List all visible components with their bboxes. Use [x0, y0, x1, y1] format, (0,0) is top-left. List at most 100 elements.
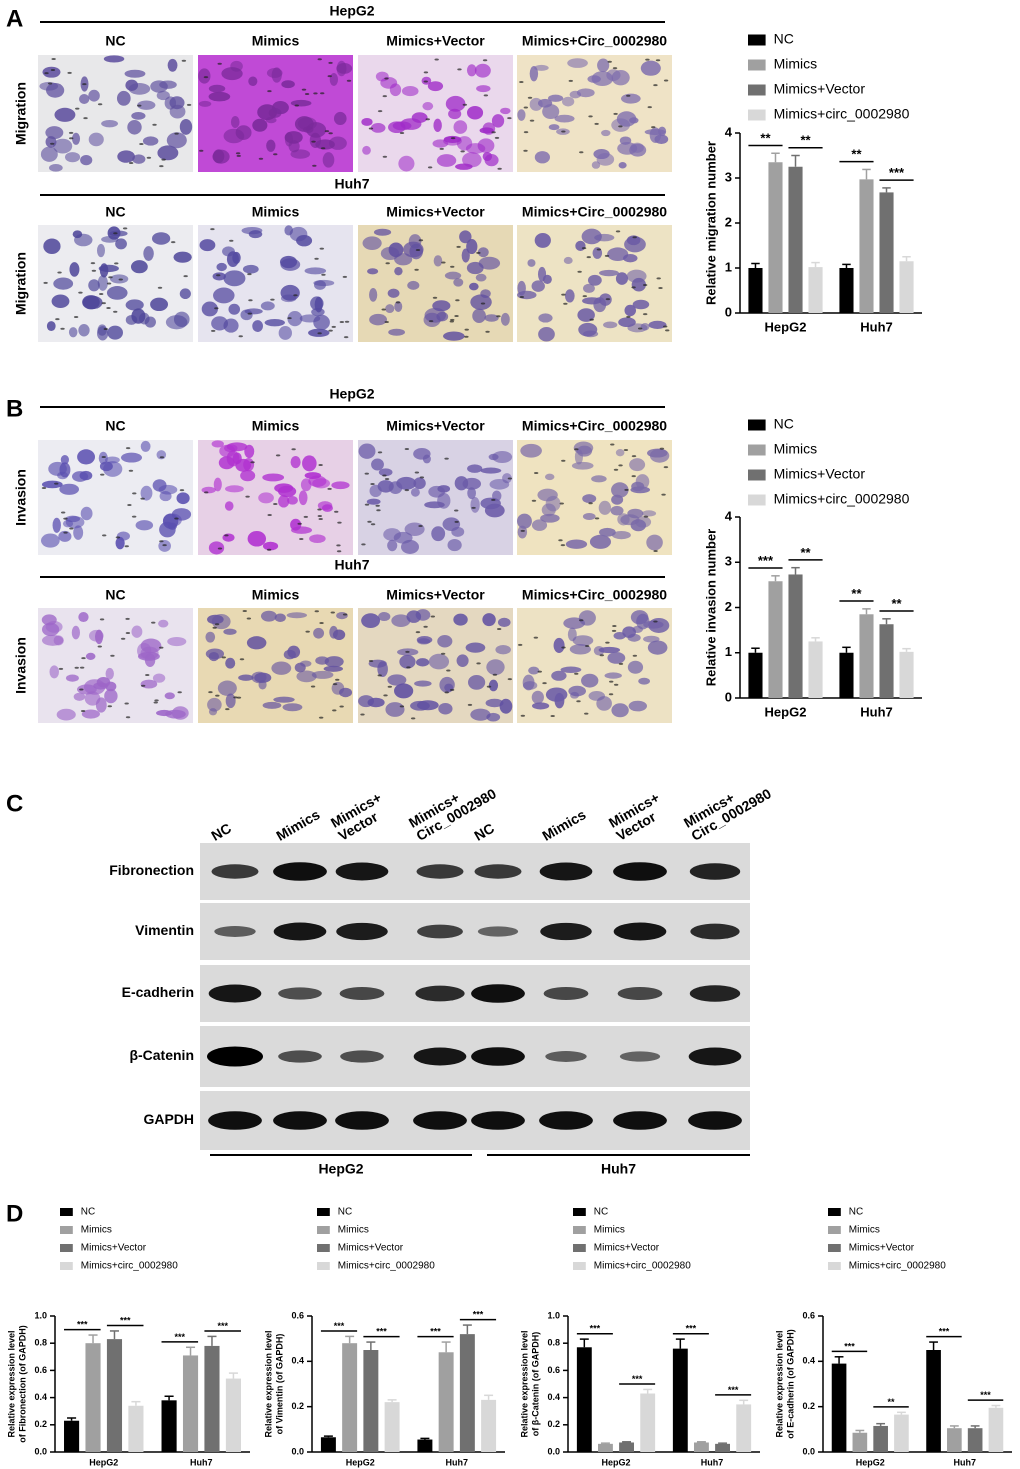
- cell: [569, 90, 582, 99]
- bar: [694, 1442, 709, 1452]
- cell: [71, 471, 89, 482]
- cell: [551, 670, 567, 681]
- pore: [533, 471, 539, 474]
- cell: [599, 293, 612, 306]
- pore: [623, 449, 629, 452]
- cell: [470, 496, 480, 513]
- cell: [294, 662, 306, 673]
- significance-label: ***: [175, 1332, 186, 1342]
- significance-label: **: [891, 596, 902, 611]
- cell: [73, 525, 84, 540]
- cell: [131, 112, 146, 120]
- cell: [241, 226, 263, 235]
- bar: [342, 1343, 358, 1452]
- cell: [176, 492, 190, 505]
- cell: [331, 681, 345, 695]
- cell: [222, 246, 235, 257]
- pore: [162, 544, 167, 547]
- legend-label: Mimics+Vector: [81, 1243, 147, 1254]
- pore: [314, 610, 319, 613]
- cell: [71, 625, 80, 640]
- cell: [39, 81, 59, 91]
- cell: [273, 696, 295, 703]
- pore: [224, 534, 229, 537]
- cell: [499, 698, 513, 714]
- significance-label: **: [851, 586, 862, 601]
- pore: [114, 262, 119, 265]
- pore: [221, 656, 226, 659]
- y-axis-label: Relative expression level: [774, 1330, 784, 1437]
- cell: [101, 119, 119, 128]
- pore: [370, 523, 376, 526]
- cell: [607, 652, 626, 664]
- cell: [43, 238, 61, 255]
- y-axis-label: of β-Catenin (of GAPDH): [530, 1332, 540, 1436]
- cell: [387, 674, 407, 686]
- cell: [628, 700, 648, 712]
- pore: [419, 476, 425, 479]
- bar: [736, 1404, 752, 1452]
- pore: [108, 276, 113, 279]
- cell: [329, 73, 339, 86]
- blot-band: [278, 987, 322, 1000]
- cell: [211, 316, 229, 331]
- cell: [631, 481, 645, 492]
- cell: [647, 640, 668, 655]
- bar: [859, 614, 874, 698]
- cell: [400, 118, 422, 130]
- cell: [358, 443, 376, 459]
- pore: [99, 618, 105, 621]
- cell: [216, 262, 227, 272]
- cell: [560, 666, 582, 673]
- blot-band: [688, 1047, 742, 1066]
- significance-label: ***: [889, 165, 905, 180]
- legend-swatch: [60, 1208, 73, 1216]
- pore: [611, 629, 617, 632]
- pore: [293, 294, 298, 297]
- y-tick-label: 0.6: [547, 1365, 560, 1375]
- pore: [574, 448, 579, 451]
- cell: [643, 620, 664, 629]
- cell: [528, 666, 540, 675]
- cell: [477, 138, 495, 153]
- pore: [266, 548, 272, 551]
- cell: [290, 99, 312, 107]
- pore: [310, 685, 316, 688]
- cell: [576, 88, 595, 98]
- pore: [303, 515, 309, 518]
- pore: [54, 482, 59, 485]
- y-tick-label: 3: [725, 554, 732, 569]
- pore: [520, 714, 526, 717]
- cell: [491, 114, 505, 128]
- y-tick-label: 1: [725, 259, 732, 274]
- pore: [612, 67, 618, 70]
- cell: [385, 702, 405, 717]
- pore: [317, 58, 322, 61]
- cell: [105, 667, 114, 680]
- cell: [466, 239, 478, 255]
- bar: [64, 1420, 80, 1452]
- cell: [272, 101, 289, 115]
- cell-line-title: Huh7: [335, 557, 370, 573]
- pore: [370, 482, 375, 485]
- y-tick-label: 0.6: [802, 1310, 815, 1320]
- pore: [80, 709, 86, 712]
- cell: [84, 691, 101, 706]
- significance-label: ***: [473, 1310, 484, 1320]
- cell: [296, 670, 317, 683]
- cell: [373, 228, 392, 236]
- pore: [159, 540, 164, 543]
- cell: [437, 635, 453, 648]
- pore: [212, 626, 217, 629]
- pore: [304, 92, 310, 95]
- pore: [106, 307, 111, 310]
- pore: [183, 275, 188, 278]
- pore: [287, 317, 292, 320]
- cell: [59, 483, 80, 495]
- pore: [299, 537, 304, 540]
- x-tick-label: Huh7: [860, 319, 893, 334]
- cell: [132, 154, 146, 164]
- legend-label: Mimics: [774, 56, 818, 72]
- cell: [49, 665, 60, 679]
- pore: [584, 712, 589, 715]
